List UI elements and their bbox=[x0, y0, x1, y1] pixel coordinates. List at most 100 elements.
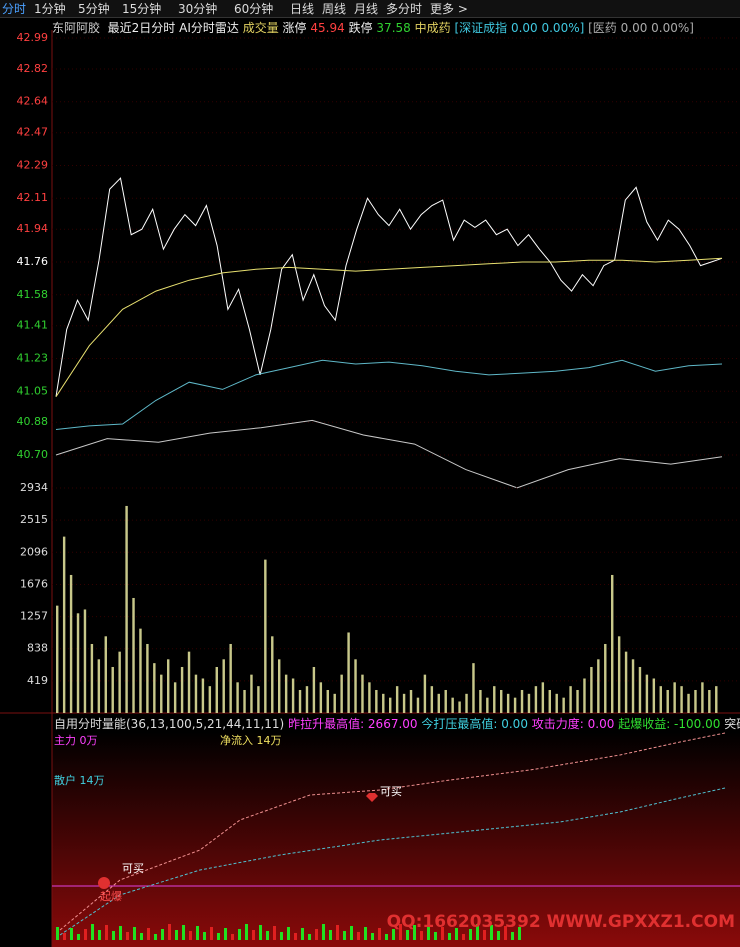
volume-bar bbox=[125, 505, 128, 713]
volume-bar bbox=[97, 659, 101, 713]
flow-bar bbox=[490, 925, 493, 940]
flow-bar bbox=[91, 924, 94, 940]
volume-bar bbox=[243, 689, 246, 713]
volume-bar bbox=[701, 682, 704, 713]
flow-bar bbox=[105, 925, 108, 940]
volume-bar bbox=[180, 666, 184, 713]
tab[interactable]: 日线 bbox=[290, 2, 315, 16]
y-tick-label: 2515 bbox=[20, 513, 48, 526]
flow-bar bbox=[224, 928, 227, 940]
tab[interactable]: 分时 bbox=[2, 2, 27, 16]
flow-bar bbox=[434, 932, 437, 940]
flow-bar bbox=[364, 927, 367, 940]
volume-bar bbox=[645, 674, 649, 713]
flow-bar bbox=[77, 934, 80, 940]
volume-bar bbox=[465, 693, 468, 713]
flow-bar bbox=[441, 927, 444, 940]
flow-bar bbox=[350, 926, 353, 940]
volume-bar bbox=[333, 693, 336, 713]
y-tick-label: 1257 bbox=[20, 610, 48, 623]
flow-bar bbox=[357, 932, 360, 940]
volume-bar bbox=[271, 636, 274, 713]
volume-bar bbox=[430, 686, 434, 713]
buy-signal: 可买 bbox=[122, 862, 144, 875]
tab[interactable]: 月线 bbox=[354, 2, 379, 16]
flow-bar bbox=[168, 924, 171, 940]
volume-bar bbox=[69, 574, 73, 713]
up-value: 45.94 bbox=[310, 21, 345, 35]
volume-bar bbox=[201, 678, 205, 713]
volume-bar bbox=[680, 686, 683, 713]
volume-bar bbox=[472, 663, 475, 713]
volume-bar bbox=[520, 689, 524, 713]
indicator-bar: 自用分时量能(36,13,100,5,21,44,11,11) 昨拉升最高值: … bbox=[54, 715, 740, 732]
tab[interactable]: 5分钟 bbox=[78, 2, 110, 16]
volume-bar bbox=[583, 678, 586, 713]
volume-bar bbox=[687, 693, 690, 713]
volume-bar bbox=[451, 697, 454, 713]
flow-bar bbox=[448, 933, 451, 940]
y-tick-label: 41.41 bbox=[17, 319, 49, 332]
volume-bar bbox=[215, 666, 218, 713]
flow-bar bbox=[280, 932, 283, 940]
volume-bar bbox=[354, 659, 357, 713]
y-tick-label: 42.64 bbox=[17, 95, 49, 108]
flow-bars bbox=[56, 924, 521, 940]
flow-bar bbox=[420, 931, 423, 940]
volume-bar bbox=[569, 686, 572, 713]
tab[interactable]: 60分钟 bbox=[234, 2, 274, 16]
flow-bar bbox=[119, 926, 122, 940]
main-flow-line bbox=[59, 732, 726, 931]
y-tick-label: 41.23 bbox=[17, 351, 49, 364]
volume-bar bbox=[118, 651, 121, 713]
tab[interactable]: 30分钟 bbox=[178, 2, 218, 16]
volume-bar bbox=[146, 643, 149, 713]
tab[interactable]: 更多 > bbox=[430, 2, 468, 16]
volume-bar bbox=[527, 693, 531, 713]
flow-bar bbox=[84, 929, 87, 940]
y-tick-label: 41.58 bbox=[17, 288, 49, 301]
flow-bar bbox=[238, 929, 241, 940]
flow-bar bbox=[483, 930, 486, 940]
flow-bar bbox=[518, 927, 521, 940]
flow-bar bbox=[154, 934, 157, 940]
flow-bar bbox=[203, 932, 206, 940]
days: 最近2日分时 bbox=[107, 21, 176, 35]
volume-bar bbox=[382, 693, 385, 713]
down-value: 37.58 bbox=[376, 21, 411, 35]
volume-bar bbox=[264, 559, 267, 713]
volume-bar bbox=[458, 701, 461, 713]
flow-bar bbox=[504, 926, 507, 940]
tab[interactable]: 15分钟 bbox=[122, 2, 162, 16]
flow-bar bbox=[476, 924, 479, 940]
volume-bar bbox=[153, 663, 156, 713]
y-tick-label: 42.99 bbox=[17, 31, 49, 44]
tab[interactable]: 1分钟 bbox=[34, 2, 66, 16]
volume-bar bbox=[56, 605, 59, 713]
volume-bar bbox=[76, 613, 80, 713]
price-line bbox=[55, 257, 723, 397]
flow-bar bbox=[455, 928, 458, 940]
flow-bar bbox=[189, 931, 192, 940]
volume-bar bbox=[326, 689, 329, 713]
tab[interactable]: 周线 bbox=[322, 2, 347, 16]
volume-label: 成交量 bbox=[242, 21, 279, 35]
main-flow: 主力 0万 bbox=[54, 734, 98, 747]
volume-bar bbox=[590, 666, 593, 713]
volume-bar bbox=[222, 659, 225, 713]
indicator-field: 起爆收益: -100.00 bbox=[618, 717, 721, 731]
flow-bar bbox=[126, 932, 129, 940]
radar: AI分时雷达 bbox=[179, 21, 239, 35]
flow-bar bbox=[301, 928, 304, 940]
flow-bar bbox=[56, 927, 59, 940]
volume-bar bbox=[604, 643, 607, 713]
tab[interactable]: 多分时 bbox=[386, 2, 423, 16]
volume-bar bbox=[298, 689, 302, 713]
flow-bar bbox=[315, 929, 318, 940]
volume-bar bbox=[375, 689, 378, 713]
burst-signal: 起爆 bbox=[100, 889, 122, 903]
volume-bar bbox=[402, 693, 406, 713]
y-tick-label: 41.94 bbox=[17, 222, 49, 235]
volume-bar bbox=[493, 686, 496, 713]
